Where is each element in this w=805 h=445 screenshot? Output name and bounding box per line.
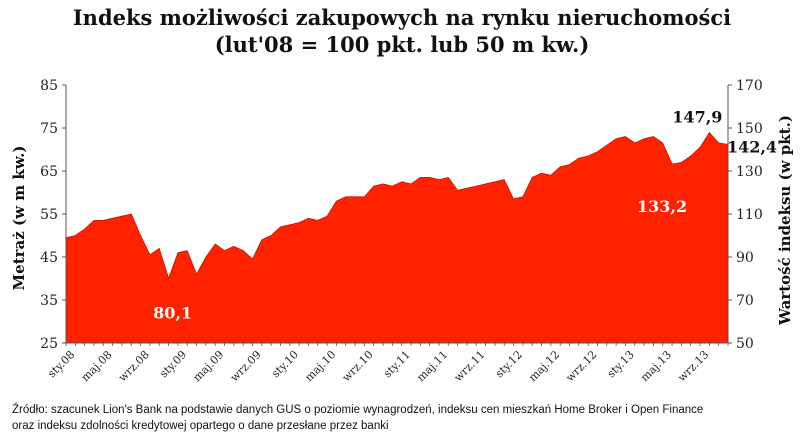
x-tick-label: maj.08 <box>79 348 115 384</box>
right-tick-label: 70 <box>736 293 754 309</box>
x-tick-label: sty.08 <box>45 348 77 380</box>
data-label: 142,4 <box>727 137 777 156</box>
left-tick-label: 75 <box>40 121 58 137</box>
x-tick-label: wrz.08 <box>116 348 152 384</box>
chart-subtitle: (lut'08 = 100 pkt. lub 50 m kw.) <box>215 32 590 57</box>
x-tick-label: wrz.09 <box>228 348 264 384</box>
x-tick-label: maj.11 <box>414 348 450 384</box>
x-tick-label: wrz.11 <box>452 348 488 384</box>
left-tick-label: 85 <box>40 78 58 94</box>
x-tick-label: maj.09 <box>191 348 227 384</box>
data-label: 147,9 <box>672 108 722 127</box>
left-tick-label: 25 <box>40 336 58 352</box>
x-tick-label: sty.09 <box>157 348 189 380</box>
x-tick-label: wrz.12 <box>563 348 599 384</box>
right-tick-label: 110 <box>736 207 763 223</box>
left-tick-label: 35 <box>40 293 58 309</box>
x-tick-label: sty.13 <box>605 348 637 380</box>
right-tick-label: 130 <box>736 164 763 180</box>
x-tick-label: wrz.10 <box>340 348 376 384</box>
x-tick-label: maj.12 <box>526 348 562 384</box>
right-tick-label: 50 <box>736 336 754 352</box>
left-tick-label: 55 <box>40 207 58 223</box>
left-tick-label: 45 <box>40 250 58 266</box>
series-area <box>65 131 729 344</box>
x-tick-label: maj.10 <box>302 348 338 384</box>
chart-title: Indeks możliwości zakupowych na rynku ni… <box>73 5 731 30</box>
left-tick-label: 65 <box>40 164 58 180</box>
x-tick-label: sty.11 <box>381 348 413 380</box>
right-tick-label: 170 <box>736 78 763 94</box>
x-tick-label: sty.10 <box>269 348 301 380</box>
data-label: 133,2 <box>637 197 687 216</box>
source-line-2: oraz indeksu zdolności kredytowej oparte… <box>12 420 389 432</box>
x-tick-label: maj.13 <box>638 348 674 384</box>
right-tick-label: 150 <box>736 121 763 137</box>
right-axis-title: Wartość indeksu (w pkt.) <box>776 115 794 326</box>
x-tick-label: wrz.13 <box>675 348 711 384</box>
left-axis-title: Metraż (w m kw.) <box>10 146 28 291</box>
right-tick-label: 90 <box>736 250 754 266</box>
data-label: 80,1 <box>153 303 192 322</box>
x-tick-label: sty.12 <box>493 348 525 380</box>
source-line-1: Źródło: szacunek Lion's Bank na podstawi… <box>12 403 703 416</box>
